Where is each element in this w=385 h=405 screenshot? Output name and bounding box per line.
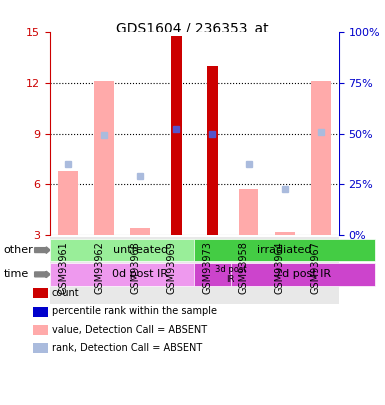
Text: untreated: untreated bbox=[113, 245, 168, 255]
Bar bbox=[275, 232, 295, 235]
Text: 7d post IR: 7d post IR bbox=[275, 269, 331, 279]
Text: irradiated: irradiated bbox=[258, 245, 312, 255]
Bar bbox=[239, 190, 258, 235]
Text: percentile rank within the sample: percentile rank within the sample bbox=[52, 307, 217, 316]
Text: GDS1604 / 236353_at: GDS1604 / 236353_at bbox=[116, 22, 269, 36]
Bar bbox=[94, 81, 114, 235]
Text: 0d post IR: 0d post IR bbox=[112, 269, 168, 279]
Text: rank, Detection Call = ABSENT: rank, Detection Call = ABSENT bbox=[52, 343, 202, 353]
Text: value, Detection Call = ABSENT: value, Detection Call = ABSENT bbox=[52, 325, 207, 335]
Bar bbox=[311, 81, 331, 235]
Bar bbox=[171, 36, 182, 235]
Bar bbox=[131, 228, 150, 235]
Text: count: count bbox=[52, 288, 80, 298]
Text: other: other bbox=[4, 245, 33, 255]
Text: 3d post
IR: 3d post IR bbox=[215, 265, 246, 284]
Text: time: time bbox=[4, 269, 29, 279]
Bar bbox=[207, 66, 218, 235]
Bar bbox=[58, 171, 78, 235]
